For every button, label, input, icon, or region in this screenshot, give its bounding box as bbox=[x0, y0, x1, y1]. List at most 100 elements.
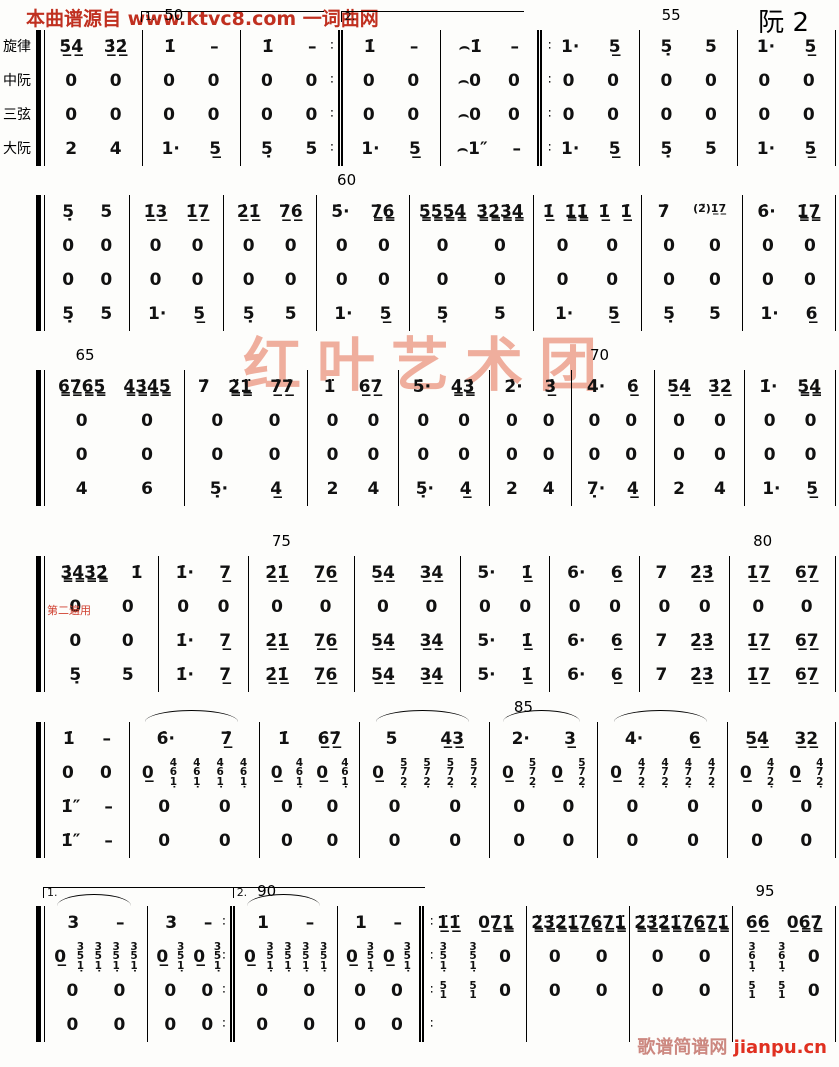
measure: 2̳̈3̳̈2̳̈1̳̈ 7̳̇6̳̇7̳̇1̳̈ 0 0 0 0 bbox=[527, 906, 631, 1042]
note-token: 0 bbox=[660, 105, 673, 125]
voice-line: 1· 5̲ bbox=[546, 132, 635, 166]
note-token: 0 bbox=[494, 270, 506, 290]
chord-note: 5 bbox=[439, 950, 447, 963]
note-token: 0 bbox=[542, 411, 555, 431]
note-token: 0̲ bbox=[739, 763, 752, 783]
note-token: 0 bbox=[802, 105, 815, 125]
note-token: 0 bbox=[69, 631, 82, 651]
note-token: 0 bbox=[651, 947, 664, 967]
measure-row: 65 6̳̇7̳̇6̳̇5̳̇ 4̳̇3̳̇4̳̇5̳̇ 0 0 0 0 4 6 7̇ 2̳̈1̳̈… bbox=[36, 346, 836, 506]
note-token: 6· bbox=[567, 631, 586, 651]
part-label: 旋律 bbox=[3, 39, 31, 55]
measure: 2̇· 3̲̇ 0 0 0 0 2 4 bbox=[490, 370, 573, 506]
voice-line: 5̣ 5 bbox=[414, 297, 529, 331]
chord-stack: 4 6 1̣ bbox=[341, 758, 348, 788]
note-token: 0 bbox=[261, 105, 273, 125]
chord-note: 2̣ bbox=[684, 775, 692, 788]
chord-stack: 3 5 1̣ bbox=[302, 942, 309, 972]
note-token: 1 bbox=[257, 913, 269, 933]
note-token: 1̇· bbox=[759, 377, 778, 397]
note-token: 0 bbox=[391, 1015, 403, 1035]
note-token: 6̲ bbox=[688, 729, 701, 749]
note-token: 3 bbox=[165, 913, 178, 933]
note-token: 0 bbox=[362, 71, 375, 91]
note-token: 5 bbox=[284, 304, 297, 324]
note-token: – bbox=[203, 913, 213, 933]
chord-note: 7 bbox=[684, 766, 692, 779]
chord-note: 4 bbox=[637, 756, 646, 769]
note-token: 0 bbox=[713, 411, 726, 431]
note-token: 0̲ bbox=[789, 763, 802, 783]
note-token: 2 bbox=[326, 479, 339, 499]
chord-note: 5 bbox=[423, 756, 431, 769]
chord-note: 2̣ bbox=[816, 775, 824, 788]
chord-note: 1̣ bbox=[469, 959, 477, 972]
measure: 55 5̣ 5 0 0 0 0 5̣ 5 bbox=[640, 6, 739, 166]
chord-note: 3 bbox=[439, 940, 447, 953]
voice-line: 1– bbox=[342, 906, 416, 940]
note-token: 0 bbox=[417, 411, 430, 431]
note-token: 1̳̇1̳̇ bbox=[564, 202, 589, 222]
chord-stack: 5 7 2̣ bbox=[400, 758, 407, 788]
chord-note: 1 bbox=[778, 989, 786, 1001]
note-token: 3̲̇2̲̇ bbox=[708, 377, 732, 397]
note-token: 0 bbox=[305, 105, 318, 125]
note-token: 0 bbox=[606, 236, 619, 256]
note-token: 6̲7̲ bbox=[794, 563, 819, 583]
note-token: 0 bbox=[163, 71, 176, 91]
voice-line: 1· 5̲ bbox=[347, 132, 436, 166]
chord-note: 1̣ bbox=[130, 959, 138, 972]
note-token: 0 bbox=[607, 105, 619, 125]
chord-note: 7 bbox=[446, 766, 455, 779]
note-token: 0 bbox=[606, 270, 619, 290]
note-token: – bbox=[305, 913, 315, 933]
measure: 1̇· 7̲ 0 0 1̇· 7̲ 1̇· 7̲ bbox=[159, 556, 249, 692]
voice-line: 6̲̇6̲̇ 0̲6̳̇7̳̇ bbox=[737, 906, 831, 940]
chord-note: 1 bbox=[439, 989, 447, 1001]
note-token: 6̲̇7̲̇ bbox=[358, 377, 383, 397]
voice-line: 1̲̇7̲ 6̲7̲ bbox=[734, 658, 831, 692]
chord-note: 1̣ bbox=[266, 959, 274, 972]
note-token: 5̳̇5̳̇5̳̇4̳̇ bbox=[418, 202, 467, 222]
note-token: 0 bbox=[149, 236, 162, 256]
note-token: 0 bbox=[177, 597, 190, 617]
measure: 70 4̇· 6̲̇ 0 0 0 0 7̣· 4̲ bbox=[572, 346, 655, 506]
slur-arc bbox=[57, 894, 131, 906]
chord-note: 5 bbox=[284, 950, 292, 963]
measure: 5̲̇4̲̇ 3̲̇2̲̇ 0 0 0 0 2 4 bbox=[655, 370, 746, 506]
note-token: 5̲̇4̲̇ bbox=[667, 377, 691, 397]
repeat-dot-pair: ∶ bbox=[547, 141, 552, 156]
note-token: ⌢1̇ bbox=[458, 37, 482, 57]
score-system: 65 6̳̇7̳̇6̳̇5̳̇ 4̳̇3̳̇4̳̇5̳̇ 0 0 0 0 4 6 7̇ 2̳̈1̳̈… bbox=[36, 344, 836, 506]
measure: 5̇· 4̳̇3̳̇ 0 0 0 0 5̣· 4̲ bbox=[399, 370, 490, 506]
measure: 2. 1̇ –0 0 0 0 1· 5̲ bbox=[340, 11, 524, 166]
note-token: 0 bbox=[388, 831, 401, 851]
source-note: 本曲谱源自 www.ktvc8.com 一词曲网 bbox=[26, 8, 379, 30]
chord-stack: 3 5 1̣ bbox=[214, 942, 221, 972]
chord-note: 4 bbox=[239, 756, 248, 769]
note-token: 1̲̇7̲ bbox=[185, 202, 210, 222]
chord-note: 7 bbox=[708, 766, 716, 779]
voice-line: 2̳̈3̳̈2̳̈1̳̈ 7̳̇6̳̇7̳̇1̳̈ bbox=[634, 906, 729, 940]
chord-note: 2̣ bbox=[708, 775, 716, 788]
note-token: 5̲ bbox=[804, 139, 817, 159]
note-token: 0 bbox=[211, 411, 224, 431]
note-token: 5̲4̲ bbox=[745, 729, 769, 749]
note-token: 0 bbox=[163, 105, 176, 125]
chord-stack: 5 7 2̣ bbox=[470, 758, 477, 788]
note-token: 0̲6̳̇7̳̇ bbox=[786, 913, 823, 933]
note-token: 5̣· bbox=[209, 479, 229, 499]
voice-line: 5· 1̲̇ bbox=[465, 556, 546, 590]
